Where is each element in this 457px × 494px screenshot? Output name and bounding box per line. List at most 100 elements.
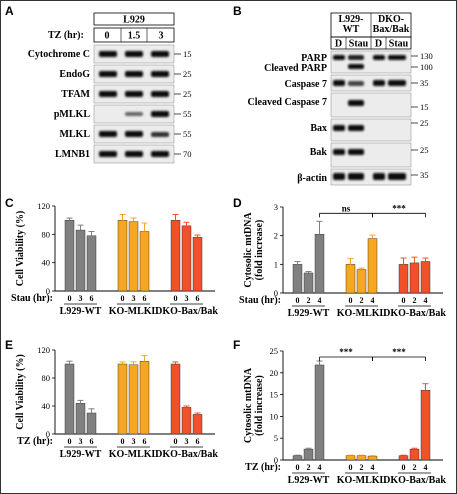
- bar: [345, 264, 356, 294]
- y-tick-label: 3: [274, 202, 278, 212]
- y-axis-label: Cell Viability (%): [15, 354, 26, 430]
- group-label: KO-MLKL: [109, 449, 159, 460]
- panel-a-tz-box: [93, 27, 175, 43]
- x-tick-label: 4: [424, 463, 428, 472]
- panel-b-blot: B L929- WT DKO- Bax/Bak D Stau D Stau: [233, 4, 433, 186]
- panel-a-mw-marker: 25: [183, 89, 192, 99]
- panel-b-row-label: Cleaved PARP: [264, 63, 327, 74]
- panel-a-mw-marker: 70: [183, 149, 192, 159]
- group-label: DKO-Bax/Bak: [155, 449, 218, 460]
- panel-a-header-box: [93, 12, 175, 26]
- group-label: L929-WT: [288, 308, 330, 319]
- panel-b-row-label: Bax: [310, 123, 327, 134]
- panel-b-treatment: D: [375, 39, 382, 50]
- bar: [367, 238, 378, 294]
- bar: [420, 390, 431, 461]
- panel-b-mw-marker: 25: [420, 118, 429, 128]
- x-tick-label: 4: [318, 463, 322, 472]
- y-tick-label: 25: [270, 346, 279, 356]
- y-axis-label-unit: (fold increase): [254, 375, 265, 436]
- bar: [117, 219, 128, 292]
- panel-a-mw-marker: 55: [183, 129, 192, 139]
- panel-a-strip-cytc: [93, 44, 175, 64]
- x-tick-label: 0: [402, 463, 406, 472]
- bar: [314, 234, 325, 294]
- x-tick-label: 6: [90, 294, 94, 303]
- x-tick-label: 4: [424, 296, 428, 305]
- bar: [64, 363, 75, 435]
- panel-b-letter: B: [233, 4, 242, 18]
- bar: [314, 364, 325, 461]
- bar: [139, 231, 150, 292]
- panel-b-strip-bak: [330, 142, 412, 168]
- panel-a-row-label: EndoG: [59, 69, 90, 80]
- bar: [409, 262, 420, 294]
- bar: [170, 363, 181, 435]
- panel-a-tz-0: 0: [105, 31, 110, 42]
- panel-b-mw-marker: 15: [420, 102, 429, 112]
- panel-b-group-label: Bax/Bak: [373, 24, 410, 35]
- y-tick-label: 2: [274, 231, 278, 241]
- panel-b-row-label: Caspase 7: [284, 79, 327, 90]
- y-tick-label: 0: [46, 429, 50, 439]
- panel-b-mw-marker: 100: [420, 62, 433, 72]
- x-tick-label: 0: [349, 463, 353, 472]
- bar: [292, 455, 303, 461]
- group-label: KO-MLKL: [337, 475, 387, 486]
- panel-b-treatment: Stau: [389, 39, 409, 50]
- y-tick-label: 0: [46, 286, 50, 296]
- panel-b-treatment: Stau: [349, 39, 369, 50]
- y-tick-label: 80: [42, 229, 51, 239]
- x-tick-label: 3: [79, 437, 83, 446]
- significance-label: ***: [392, 203, 406, 213]
- bar: [367, 455, 378, 461]
- x-tick-label: 2: [413, 296, 417, 305]
- x-tick-label: 6: [196, 437, 200, 446]
- x-tick-label: 0: [296, 463, 300, 472]
- bar: [409, 448, 420, 461]
- x-tick-label: 4: [371, 463, 375, 472]
- panel-d-letter: D: [233, 196, 242, 210]
- panel-a-letter: A: [5, 4, 14, 18]
- x-tick-label: 6: [90, 437, 94, 446]
- y-axis-label: Cell Viability (%): [15, 211, 26, 287]
- bar: [398, 264, 409, 294]
- bar: [345, 455, 356, 461]
- x-tick-label: 2: [307, 463, 311, 472]
- panel-a-tz-2: 3: [159, 31, 164, 42]
- bar: [128, 364, 139, 435]
- x-tick-label: 3: [185, 437, 189, 446]
- group-label: KO-MLKL: [109, 306, 159, 317]
- panel-b-strip-parp: [330, 50, 412, 74]
- panel-a-strip-mlkl: [93, 124, 175, 144]
- x-tick-label: 2: [360, 296, 364, 305]
- bar: [139, 361, 150, 435]
- x-tick-label: 3: [132, 294, 136, 303]
- bar: [170, 219, 181, 292]
- bar: [64, 219, 75, 292]
- x-axis-label: Stau (hr):: [11, 293, 53, 304]
- panel-b-group-label: L929-: [339, 14, 364, 25]
- panel-b-treatment: D: [335, 39, 342, 50]
- panel-b-mw-marker: 25: [420, 145, 429, 155]
- bar: [192, 236, 203, 292]
- bar: [303, 448, 314, 461]
- x-tick-label: 0: [121, 294, 125, 303]
- x-tick-label: 3: [185, 294, 189, 303]
- panel-a-strip-pmlkl: [93, 104, 175, 124]
- y-tick-label: 0: [274, 455, 278, 465]
- y-tick-label: 40: [42, 401, 51, 411]
- x-tick-label: 6: [143, 294, 147, 303]
- panel-a-row-label: Cytochrome C: [28, 49, 90, 60]
- panel-a-tz-label: TZ (hr):: [48, 30, 84, 41]
- y-tick-label: 80: [42, 373, 51, 383]
- bar: [192, 414, 203, 435]
- significance-label: ***: [339, 347, 353, 357]
- y-tick-label: 40: [42, 258, 51, 268]
- panel-f-letter: F: [233, 338, 240, 352]
- y-tick-label: 1: [274, 259, 278, 269]
